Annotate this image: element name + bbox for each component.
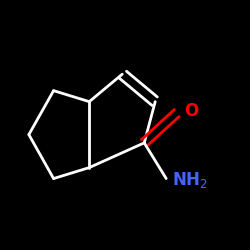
Text: O: O [184,102,198,120]
Text: NH$_2$: NH$_2$ [172,170,207,190]
